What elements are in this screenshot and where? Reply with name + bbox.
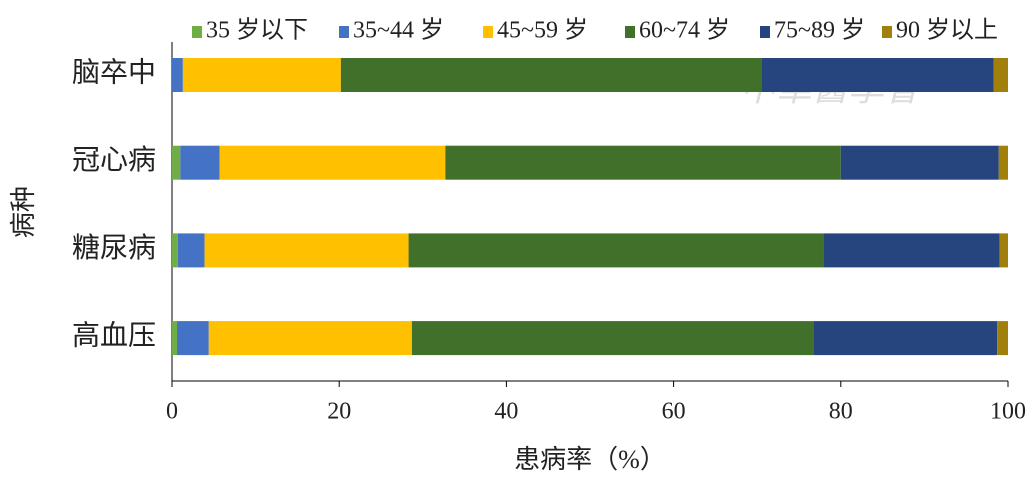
legend-label: 90 岁以上 [896,17,998,44]
bar-segment [204,233,409,268]
bar-segment [172,233,178,268]
y-tick-label: 糖尿病 [72,232,156,264]
x-tick-label: 0 [166,399,178,425]
x-tick-label: 100 [990,399,1026,425]
bar-segment [761,58,994,92]
bar-segment [340,58,762,92]
bar-segment [813,321,998,356]
y-tick-label: 脑卒中 [72,56,156,88]
legend-label: 75~89 岁 [774,17,865,44]
bar-segment [999,233,1008,268]
legend-swatch [760,26,770,38]
bar-segment [172,321,178,356]
y-tick-label: 高血压 [72,320,156,352]
y-axis-title: 病种 [9,186,38,238]
y-tick-label: 冠心病 [72,144,156,176]
bar-segment [993,58,1008,92]
bar-segment [997,321,1008,356]
x-tick-label: 40 [494,399,518,425]
legend-label: 35~44 岁 [353,17,444,44]
bar-segment [180,145,220,180]
bar-segment [208,321,412,356]
x-tick-label: 80 [829,399,853,425]
x-tick-label: 60 [662,399,686,425]
legend-swatch [483,26,493,38]
legend-swatch [192,26,202,38]
bar-segment [182,58,341,92]
bar-segment [172,145,181,180]
legend-swatch [882,26,892,38]
legend-swatch [625,26,635,38]
bar-segment [445,145,841,180]
x-axis-title: 患病率（%） [514,445,666,474]
legend-swatch [339,26,349,38]
x-tick-label: 20 [327,399,351,425]
bar-segment [823,233,1000,268]
legend-label: 35 岁以下 [206,17,308,44]
bar-segment [177,321,209,356]
bar-segment [408,233,824,268]
bar-segment [177,233,205,268]
legend-label: 60~74 岁 [639,17,730,44]
legend-label: 45~59 岁 [497,17,588,44]
bar-segment [998,145,1008,180]
bar-segment [172,58,183,92]
bar-segment [411,321,814,356]
bar-segment [840,145,999,180]
bar-segment [219,145,446,180]
